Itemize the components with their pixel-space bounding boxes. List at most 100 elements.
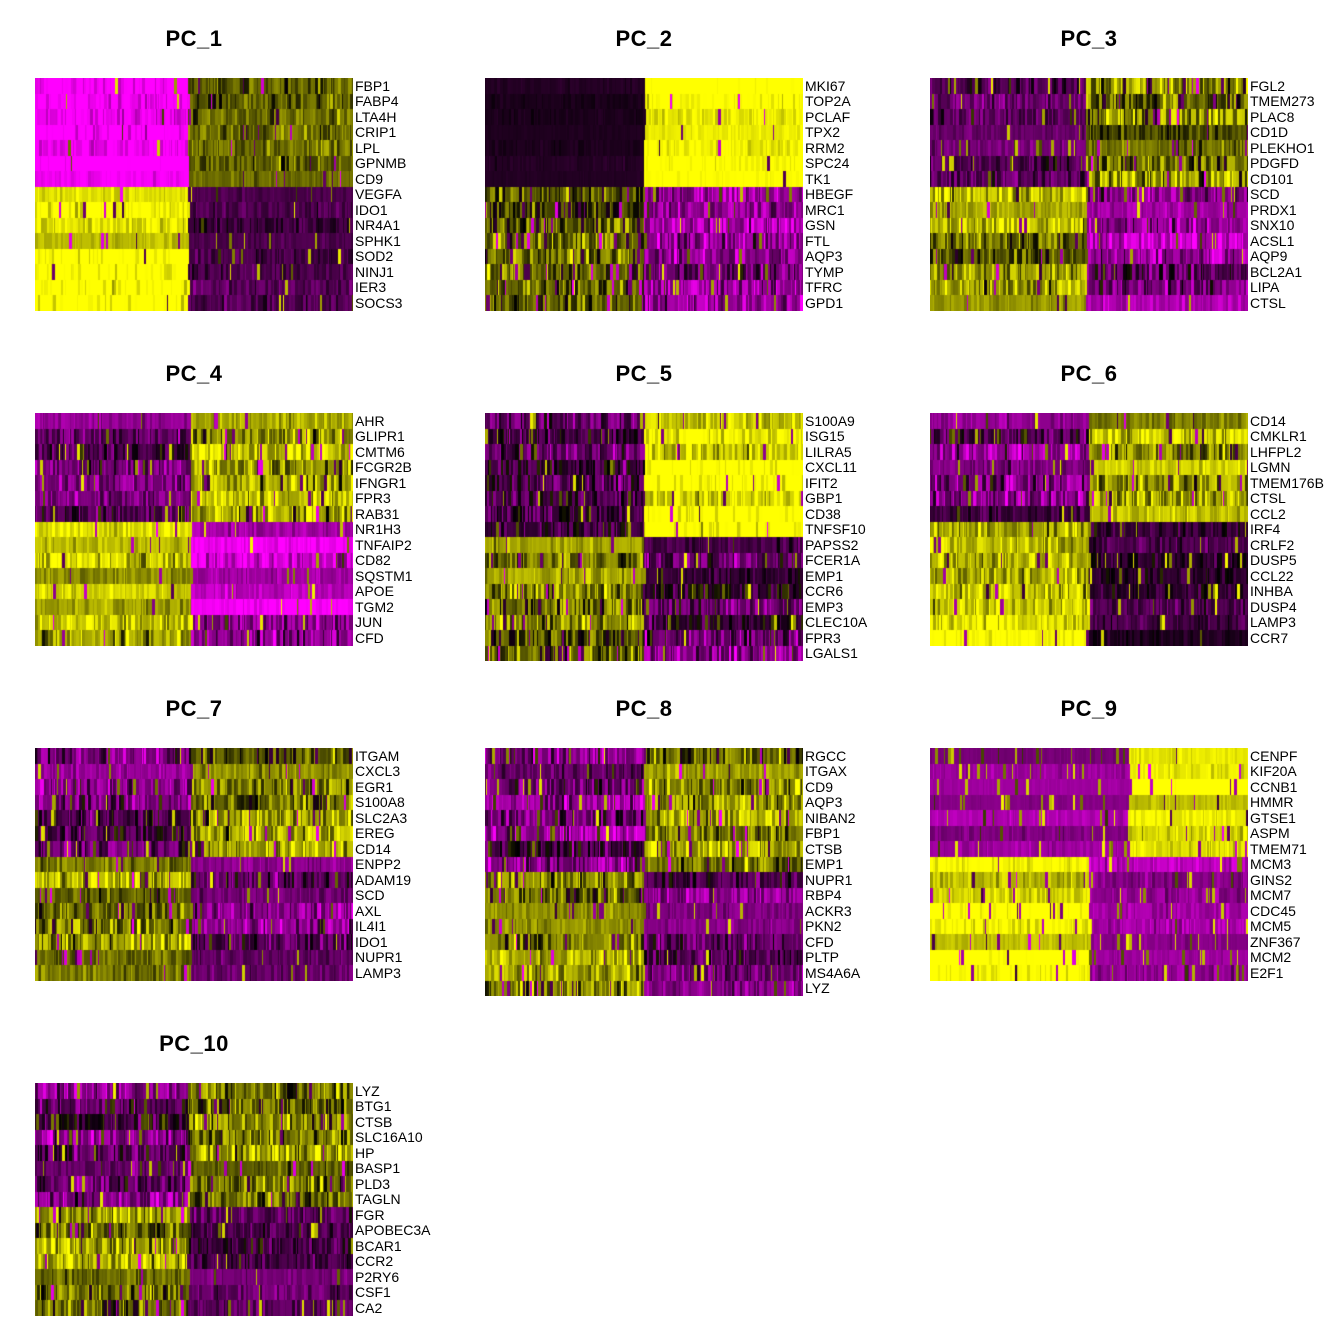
gene-label: CLEC10A [805,614,868,631]
gene-label: FGL2 [1250,77,1286,94]
gene-label: JUN [355,614,383,631]
pc-panel-1: PC_1 FBP1 FABP4 LTA4H CRIP1 LPL GPNMB CD9 VEGFA… [35,10,485,345]
gene-label: ACKR3 [805,902,852,919]
gene-label: CFD [805,933,834,950]
gene-label: CRLF2 [1250,536,1295,553]
gene-label: FCGR2B [355,459,412,476]
gene-labels: MKI67 TOP2A PCLAF TPX2 RRM2 SPC24 TK1 HBEGF MRC1… [805,78,853,311]
pc-panel-7: PC_7 ITGAM CXCL3 EGR1 S100A8 SLC2A3 EREG CD14 E… [35,680,485,1015]
gene-label: CFD [355,629,384,646]
heatmap-canvas-pc-8 [485,748,803,996]
gene-label: LGALS1 [805,645,858,662]
gene-label: RAB31 [355,505,400,522]
panel-title: PC_2 [615,26,673,51]
gene-label: CDC45 [1250,902,1296,919]
gene-label: CSF1 [355,1284,391,1301]
heatmap-with-labels: CD14 CMKLR1 LHFPL2 LGMN TMEM176B CTSL CCL2 IRF4… [930,413,1344,646]
heatmap-with-labels: ITGAM CXCL3 EGR1 S100A8 SLC2A3 EREG CD14 ENPP2 A… [35,748,485,981]
gene-label: CD14 [1250,412,1286,429]
gene-label: FABP4 [355,93,399,110]
gene-label: LHFPL2 [1250,443,1302,460]
gene-label: CD38 [805,505,841,522]
gene-label: LILRA5 [805,443,852,460]
pc-panel-5: PC_5 S100A9 ISG15 LILRA5 CXCL11 IFIT2 GBP1 CD3… [485,345,930,680]
panel-title: PC_4 [165,361,223,386]
gene-label: CCR6 [805,583,844,600]
gene-label: ITGAX [805,763,848,780]
gene-label: RRM2 [805,139,845,156]
gene-label: IFIT2 [805,474,838,491]
gene-label: CTSL [1250,490,1286,507]
gene-label: GPD1 [805,294,844,311]
panel-title: PC_8 [615,696,673,721]
gene-label: TYMP [805,263,844,280]
gene-label: BCAR1 [355,1237,402,1254]
gene-label: PDGFD [1250,155,1299,172]
gene-labels: S100A9 ISG15 LILRA5 CXCL11 IFIT2 GBP1 CD38 TNFS… [805,413,867,661]
gene-label: SPHK1 [355,232,401,249]
gene-label: TAGLN [355,1191,401,1208]
gene-label: GTSE1 [1250,809,1296,826]
gene-label: S100A8 [355,794,405,811]
gene-label: ENPP2 [355,856,401,873]
gene-label: CTSB [355,1113,393,1130]
gene-label: CCL22 [1250,567,1294,584]
gene-label: FBP1 [805,825,841,842]
gene-label: CCR7 [1250,629,1289,646]
gene-label: KIF20A [1250,763,1297,780]
gene-label: MCM3 [1250,856,1292,873]
gene-label: MRC1 [805,201,845,218]
gene-label: DUSP4 [1250,598,1297,615]
gene-label: ZNF367 [1250,933,1301,950]
pc-panel-2: PC_2 MKI67 TOP2A PCLAF TPX2 RRM2 SPC24 TK1 HBEG… [485,10,930,345]
gene-labels: CENPF KIF20A CCNB1 HMMR GTSE1 ASPM TMEM71 MCM3 G… [1250,748,1307,981]
gene-label: CD9 [805,778,834,795]
gene-label: CD82 [355,552,391,569]
gene-label: INHBA [1250,583,1293,600]
gene-label: SLC2A3 [355,809,408,826]
gene-label: TK1 [805,170,831,187]
heatmap-canvas-pc-5 [485,413,803,661]
heatmap-canvas-pc-1 [35,78,353,311]
panel-title: PC_10 [159,1031,229,1056]
gene-label: FBP1 [355,77,391,94]
heatmap-canvas-pc-4 [35,413,353,646]
panel-title: PC_5 [615,361,673,386]
gene-label: CXCL3 [355,763,401,780]
gene-label: RBP4 [805,887,842,904]
gene-label: GSN [805,217,836,234]
gene-label: S100A9 [805,412,855,429]
gene-label: EMP1 [805,567,844,584]
gene-label: EREG [355,825,395,842]
gene-label: SNX10 [1250,217,1295,234]
gene-labels: FBP1 FABP4 LTA4H CRIP1 LPL GPNMB CD9 VEGFA IDO1 N… [355,78,406,311]
pc-panel-8: PC_8 RGCC ITGAX CD9 AQP3 NIBAN2 FBP1 CTSB EMP1 N… [485,680,930,1015]
gene-label: CCL2 [1250,505,1286,522]
heatmap-with-labels: AHR GLIPR1 CMTM6 FCGR2B IFNGR1 FPR3 RAB31 NR1H3… [35,413,485,646]
gene-label: NR1H3 [355,521,401,538]
heatmap-with-labels: RGCC ITGAX CD9 AQP3 NIBAN2 FBP1 CTSB EMP1 NUPR1 R… [485,748,930,996]
gene-label: CTSL [1250,294,1286,311]
gene-label: TGM2 [355,598,394,615]
gene-label: GLIPR1 [355,428,405,445]
gene-label: LYZ [805,980,830,997]
gene-labels: CD14 CMKLR1 LHFPL2 LGMN TMEM176B CTSL CCL2 IRF4… [1250,413,1324,646]
gene-label: E2F1 [1250,964,1284,981]
heatmap-grid: PC_1 FBP1 FABP4 LTA4H CRIP1 LPL GPNMB CD9 VEGFA… [35,10,1344,1344]
gene-label: TOP2A [805,93,851,110]
gene-label: CD9 [355,170,384,187]
gene-label: GPNMB [355,155,407,172]
gene-label: TFRC [805,279,843,296]
gene-label: LGMN [1250,459,1291,476]
gene-label: SCD [1250,186,1280,203]
gene-labels: ITGAM CXCL3 EGR1 S100A8 SLC2A3 EREG CD14 ENPP2 A… [355,748,411,981]
gene-label: NUPR1 [355,949,403,966]
heatmap-canvas-pc-3 [930,78,1248,311]
gene-label: IER3 [355,279,387,296]
panel-title: PC_1 [165,26,223,51]
panel-title: PC_7 [165,696,223,721]
gene-labels: RGCC ITGAX CD9 AQP3 NIBAN2 FBP1 CTSB EMP1 NUPR1 R… [805,748,860,996]
gene-label: PLEKHO1 [1250,139,1315,156]
gene-label: CTSB [805,840,843,857]
gene-label: ADAM19 [355,871,412,888]
